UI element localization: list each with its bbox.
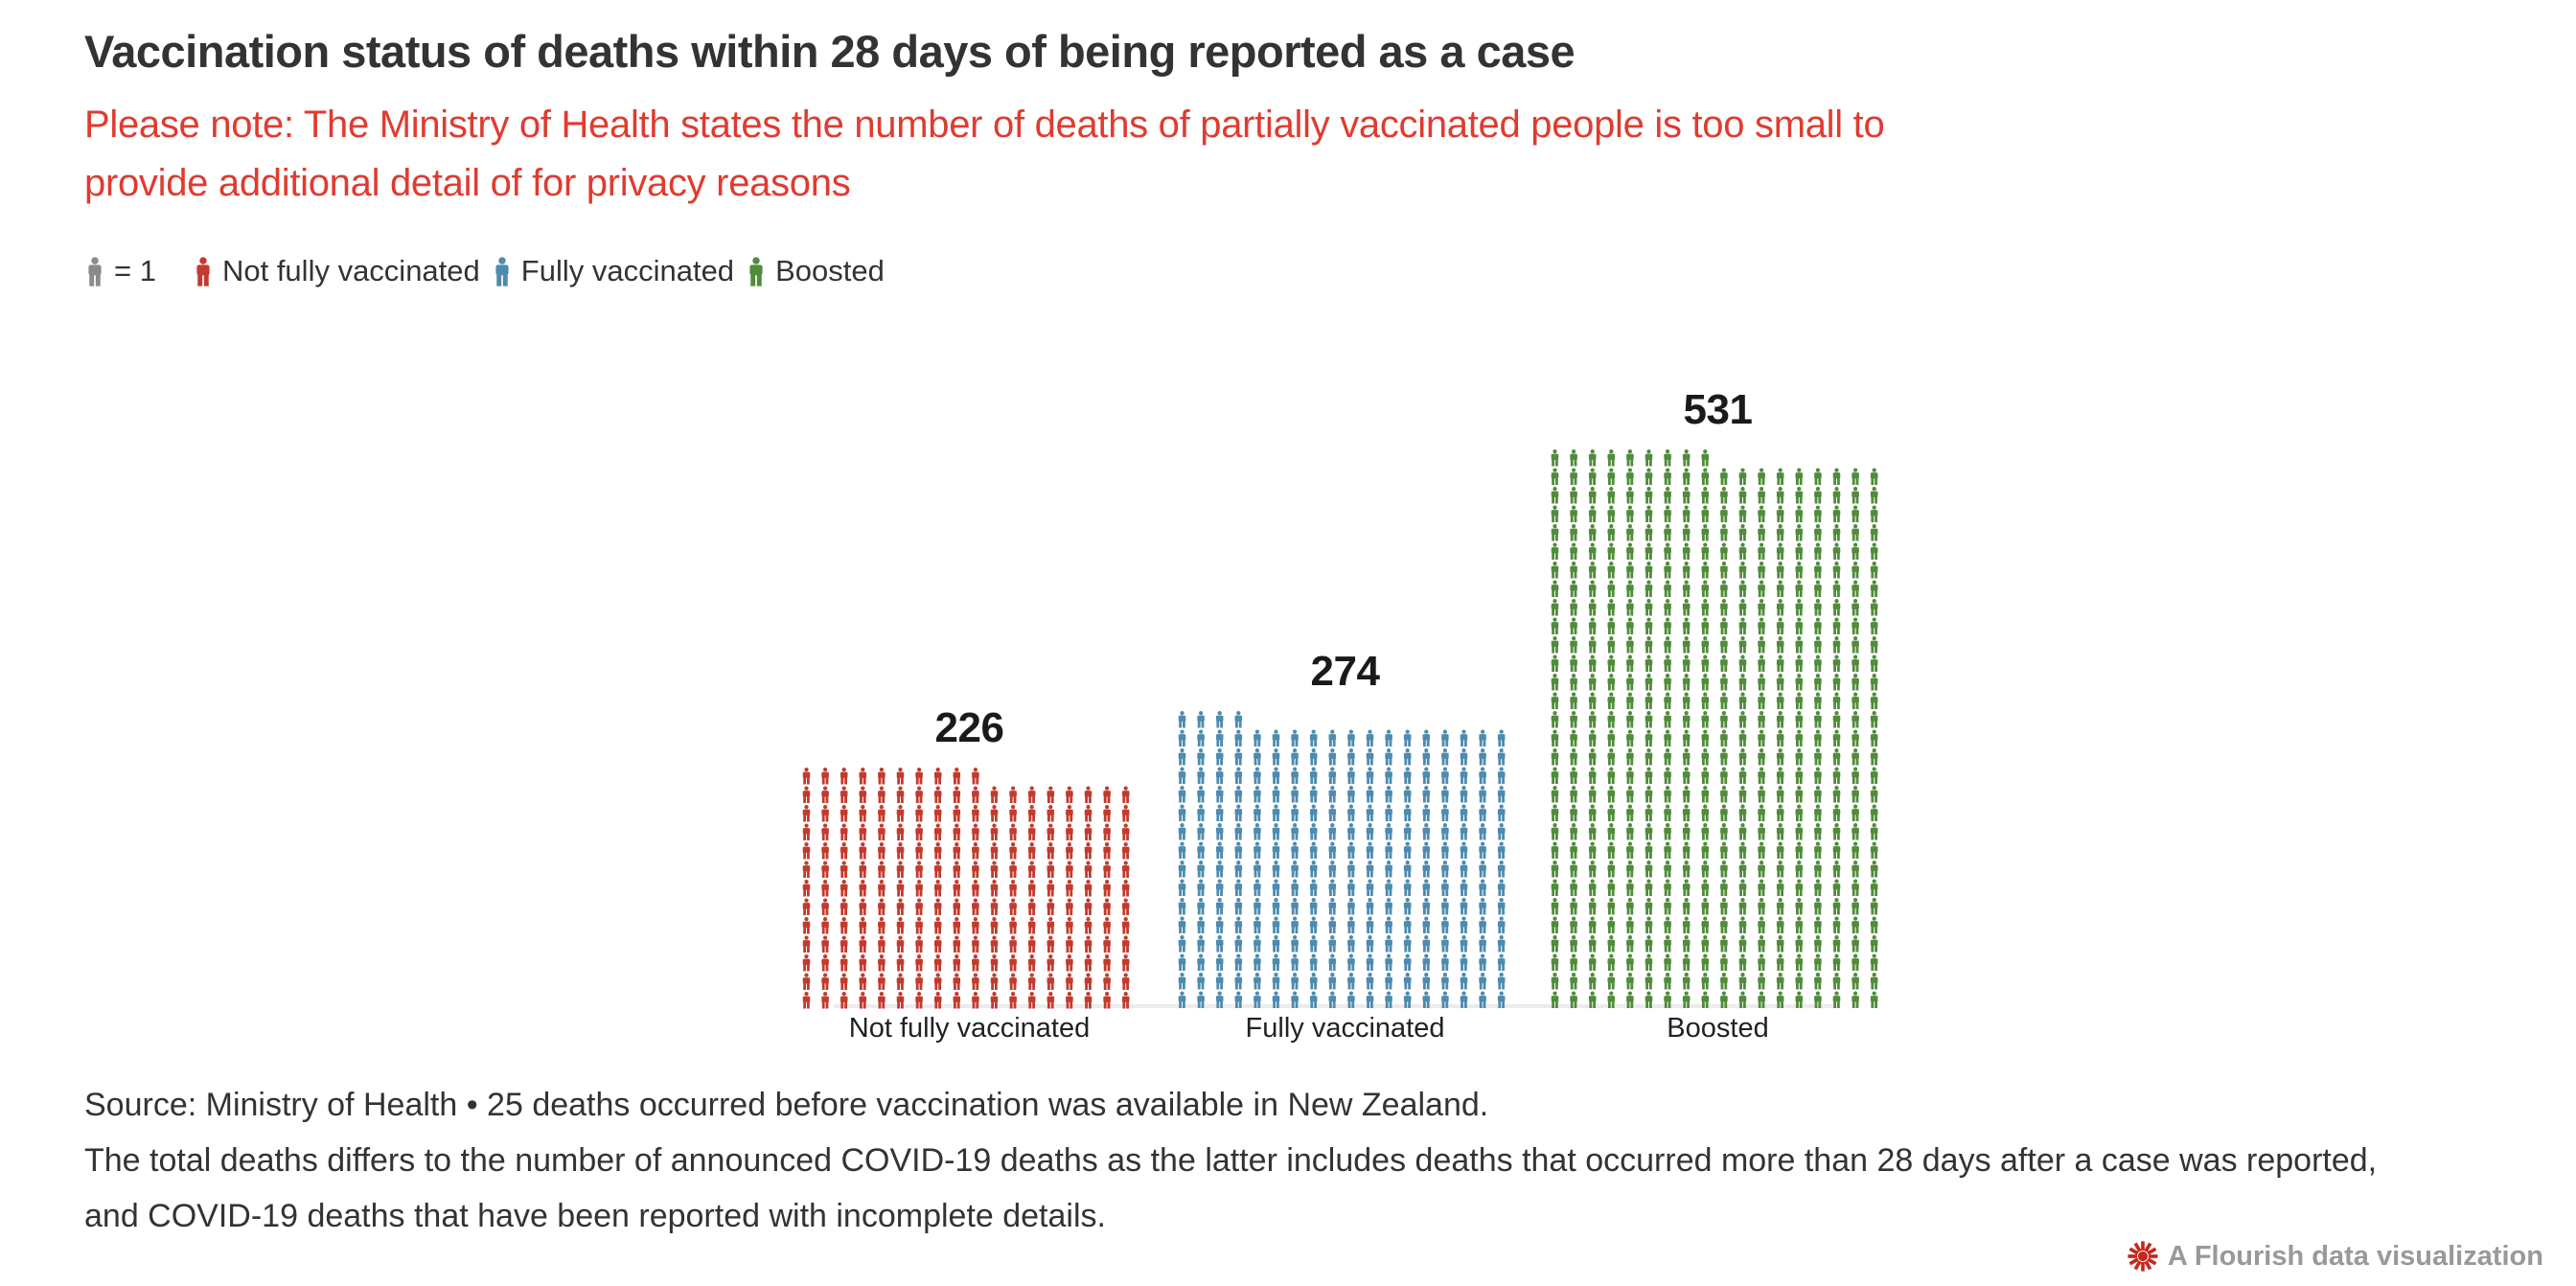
chart-subtitle-line: Please note: The Ministry of Health stat… — [84, 103, 1885, 146]
pictogram-group-fully-vaccinated — [1178, 711, 1506, 1008]
pictogram-group-boosted — [1551, 449, 1878, 1008]
legend-item-label: Fully vaccinated — [520, 254, 735, 287]
flourish-credit-label: A Flourish data visualization — [2167, 1240, 2543, 1272]
legend: = 1 Not fully vaccinated Fully vaccinated B… — [84, 251, 896, 291]
category-label-not-fully-vaccinated: Not fully vaccinated — [848, 1013, 1091, 1044]
flourish-starburst-icon — [2128, 1241, 2158, 1272]
pictogram-group-not-fully-vaccinated — [802, 767, 1130, 1008]
legend-unit-key: = 1 — [84, 254, 156, 288]
category-label-fully-vaccinated: Fully vaccinated — [1245, 1013, 1445, 1044]
chart-title: Vaccination status of deaths within 28 d… — [84, 26, 1576, 77]
footer-notes: Source: Ministry of Health • 25 deaths o… — [84, 1077, 2377, 1244]
legend-item-fully-vaccinated: Fully vaccinated — [492, 254, 734, 288]
footer-line: The total deaths differs to the number o… — [84, 1142, 2378, 1179]
legend-unit-label: = 1 — [114, 254, 156, 287]
footer-line: and COVID-19 deaths that have been repor… — [84, 1198, 1106, 1234]
legend-item-not-fully-vaccinated: Not fully vaccinated — [193, 254, 480, 288]
legend-item-label: Not fully vaccinated — [221, 254, 480, 287]
chart-subtitle-line: provide additional detail of for privacy… — [84, 162, 851, 204]
footer-line: Source: Ministry of Health • 25 deaths o… — [84, 1087, 1489, 1123]
flourish-credit-link[interactable]: A Flourish data visualization — [2127, 1240, 2543, 1273]
legend-item-label: Boosted — [775, 254, 885, 287]
value-label-boosted: 531 — [1683, 386, 1753, 433]
legend-item-boosted: Boosted — [746, 254, 885, 288]
value-label-not-fully-vaccinated: 226 — [934, 703, 1004, 751]
category-label-boosted: Boosted — [1667, 1013, 1769, 1044]
chart-subtitle: Please note: The Ministry of Health stat… — [84, 96, 1885, 213]
value-label-fully-vaccinated: 274 — [1310, 648, 1380, 695]
